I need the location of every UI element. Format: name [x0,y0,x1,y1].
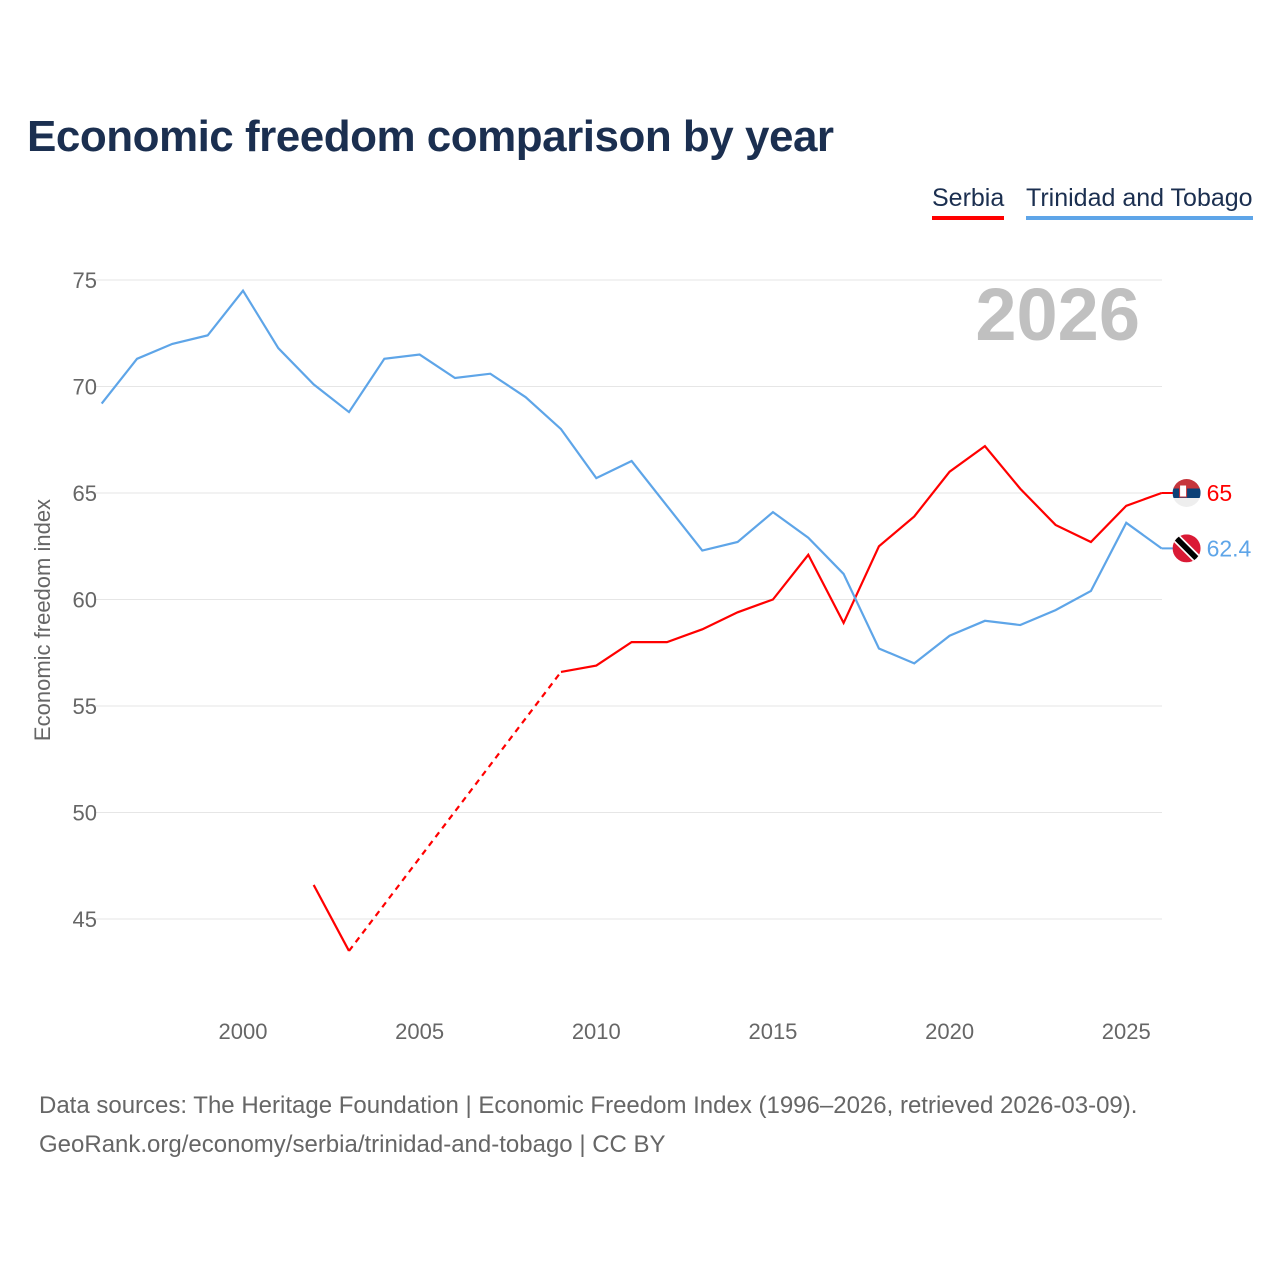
y-tick-label: 50 [73,801,97,826]
flag-emblem [1179,484,1188,498]
flag-stripe-white [1172,498,1201,507]
y-tick-label: 55 [73,694,97,719]
y-tick-label: 75 [73,268,97,293]
series-line-serbia [312,884,350,952]
data-source-text: Data sources: The Heritage Foundation | … [39,1092,1138,1119]
end-value-label-trinidad-and-tobago: 62.4 [1207,535,1252,561]
flag-body [1172,479,1201,507]
y-axis-label: Economic freedom index [30,499,55,741]
source-link[interactable]: GeoRank.org/economy/serbia/trinidad-and-… [39,1131,666,1158]
series-line-trinidad-and-tobago [100,288,1163,665]
y-tick-label: 65 [73,481,97,506]
x-tick-label: 2005 [395,1019,444,1044]
year-watermark: 2026 [975,273,1140,356]
legend-trinidad-and-tobago[interactable]: Trinidad and Tobago [1026,184,1253,220]
chart-title: Economic freedom comparison by year [27,112,834,161]
series-line-serbia [560,444,1162,674]
flag-body [1172,534,1201,563]
x-tick-label: 2020 [925,1019,974,1044]
x-tick-label: 2015 [748,1019,797,1044]
end-value-label-serbia: 65 [1207,480,1233,506]
x-tick-label: 2000 [219,1019,268,1044]
x-tick-label: 2010 [572,1019,621,1044]
footer: Data sources: The Heritage Foundation | … [39,1086,1137,1164]
flag-band-black [1172,534,1201,563]
y-tick-label: 60 [73,588,97,613]
trinidad-and-tobago-flag-icon [1172,534,1201,563]
serbia-flag-icon [1172,479,1201,507]
series-gap-line-serbia [348,671,562,952]
y-tick-label: 45 [73,907,97,932]
legend-serbia[interactable]: Serbia [932,184,1005,220]
x-tick-label: 2025 [1102,1019,1151,1044]
flag-stripe-red [1172,479,1201,489]
y-tick-label: 70 [73,375,97,400]
